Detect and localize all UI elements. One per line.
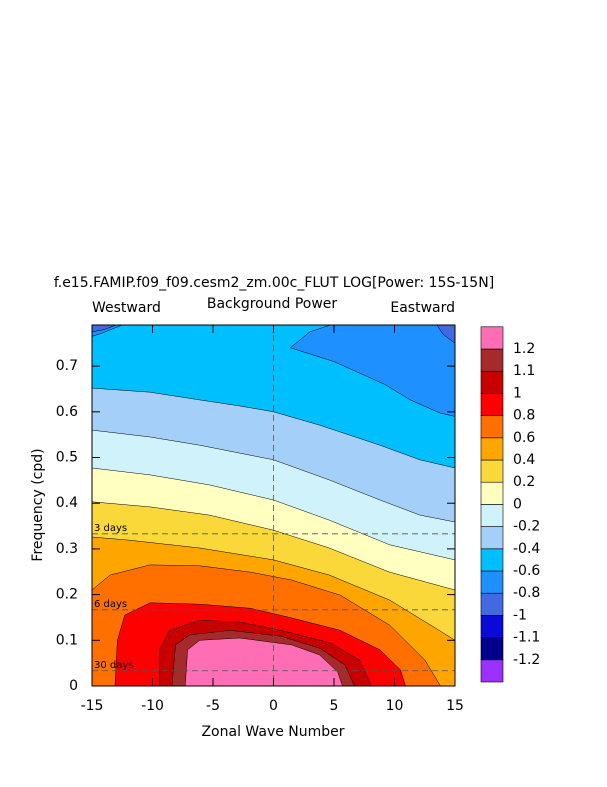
colorbar-label: 0.2 bbox=[513, 474, 535, 490]
y-tick-label: 0.3 bbox=[56, 541, 78, 557]
x-tick-label: -5 bbox=[206, 698, 220, 714]
x-axis-label: Zonal Wave Number bbox=[201, 724, 344, 740]
colorbar-box bbox=[480, 481, 504, 505]
colorbar-label: -1 bbox=[513, 607, 527, 623]
chart-subtitle: Background Power bbox=[207, 296, 338, 312]
x-tick-label: 0 bbox=[269, 698, 278, 714]
colorbar-box bbox=[480, 415, 504, 439]
colorbar-label: 1 bbox=[513, 385, 522, 401]
colorbar-box bbox=[480, 326, 504, 350]
colorbar-label: -1.2 bbox=[513, 652, 540, 668]
colorbar-box bbox=[480, 459, 504, 483]
y-tick-label: 0.2 bbox=[56, 587, 78, 603]
colorbar-box bbox=[480, 437, 504, 461]
colorbar-label: 0.6 bbox=[513, 430, 535, 446]
y-axis-label: Frequency (cpd) bbox=[30, 448, 46, 561]
y-tick-label: 0.4 bbox=[56, 495, 78, 511]
colorbar-box bbox=[480, 592, 504, 616]
colorbar-label: 0 bbox=[513, 496, 522, 512]
colorbar-box bbox=[480, 348, 504, 372]
x-tick-label: 5 bbox=[330, 698, 339, 714]
x-tick-label: -15 bbox=[81, 698, 104, 714]
colorbar-box bbox=[480, 370, 504, 394]
colorbar-label: -0.8 bbox=[513, 585, 540, 601]
y-tick-label: 0 bbox=[69, 678, 78, 694]
colorbar-box bbox=[480, 548, 504, 572]
colorbar-box bbox=[480, 526, 504, 550]
colorbar-box bbox=[480, 637, 504, 661]
colorbar-box bbox=[480, 504, 504, 527]
y-tick-label: 0.7 bbox=[56, 358, 78, 374]
y-tick-label: 0.6 bbox=[56, 404, 78, 420]
colorbar-label: 0.4 bbox=[513, 452, 535, 468]
period-label: 6 days bbox=[94, 599, 127, 610]
colorbar-label: 1.2 bbox=[513, 341, 535, 357]
chart-title: f.e15.FAMIP.f09_f09.cesm2_zm.00c_FLUT LO… bbox=[54, 275, 494, 291]
contour-region bbox=[184, 637, 343, 687]
westward-label: Westward bbox=[92, 300, 161, 316]
period-label: 3 days bbox=[94, 523, 127, 534]
colorbar-label: -0.6 bbox=[513, 563, 540, 579]
x-tick-label: 15 bbox=[446, 698, 464, 714]
x-tick-label: -10 bbox=[141, 698, 164, 714]
y-tick-label: 0.1 bbox=[56, 632, 78, 648]
eastward-label: Eastward bbox=[390, 300, 455, 316]
y-tick-label: 0.5 bbox=[56, 450, 78, 466]
colorbar-label: 0.8 bbox=[513, 408, 535, 424]
colorbar-label: -0.2 bbox=[513, 519, 540, 535]
colorbar-label: -0.4 bbox=[513, 541, 540, 557]
period-label: 30 days bbox=[94, 660, 134, 671]
colorbar-box bbox=[480, 615, 504, 638]
colorbar-box bbox=[480, 570, 504, 594]
x-tick-label: 10 bbox=[386, 698, 404, 714]
colorbar-box bbox=[480, 393, 504, 416]
colorbar-label: -1.1 bbox=[513, 630, 540, 646]
colorbar-box bbox=[480, 659, 504, 683]
colorbar-label: 1.1 bbox=[513, 363, 535, 379]
